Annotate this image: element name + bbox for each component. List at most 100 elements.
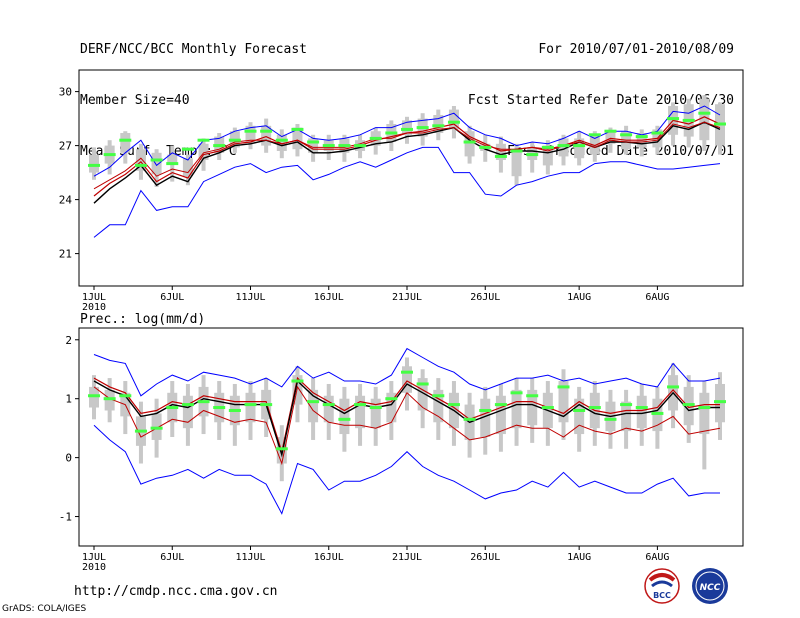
median-marker [620,133,633,137]
x-tick-label: 6JUL [160,292,184,303]
box-quartile [308,389,319,423]
median-marker [541,145,554,149]
box-quartile [574,398,585,435]
x-tick-label: 21JUL [392,292,422,303]
x-tick-label: 1JUL [82,292,106,303]
forecast-period: For 2010/07/01-2010/08/09 [538,42,734,57]
forecast-title: DERF/NCC/BCC Monthly Forecast [80,42,307,57]
ncc-logo-text: NCC [700,583,721,593]
series-min [93,424,720,515]
series-inner-red [93,121,721,190]
median-marker [401,370,413,374]
box-quartile [323,395,334,423]
median-marker [494,154,507,158]
plot-frame [78,69,744,287]
median-marker [667,385,680,389]
footer-url[interactable]: http://cmdp.ncc.cma.gov.cn [74,584,278,599]
x-year-label: 2010 [82,302,106,313]
median-marker [119,394,132,398]
median-marker [401,127,413,131]
x-tick-label: 6AUG [645,552,669,563]
box-quartile [355,395,366,429]
median-marker [166,406,179,410]
median-marker [635,135,648,139]
median-marker [213,144,226,148]
series-max [93,347,721,397]
box-quartile [699,392,710,435]
median-marker [369,136,382,140]
median-marker [698,111,711,115]
median-marker [275,447,288,451]
box-quartile [339,398,350,435]
median-marker [557,385,570,389]
y-tick-label: -1 [59,511,72,524]
median-marker [510,149,523,153]
median-marker [338,417,351,421]
box-quartile [511,149,522,177]
median-marker [103,397,116,401]
median-marker [651,411,664,415]
start-date: Fcst Started Refer Date 2010/06/30 [467,93,734,108]
median-marker [197,400,210,404]
x-tick-label: 1JUL [82,552,106,563]
box-quartile [198,143,209,160]
median-marker [150,158,163,162]
box-quartile [542,145,553,166]
median-marker [244,403,257,407]
box-quartile [402,366,412,393]
x-tick-label: 11JUL [235,292,265,303]
median-marker [447,120,460,124]
ncc-logo-icon: NCC [692,568,728,604]
box-quartile [245,392,256,423]
box-quartile [292,375,303,405]
median-marker [228,138,241,142]
median-marker [291,379,304,383]
box-quartile [495,143,506,160]
median-marker [432,124,445,128]
median-marker [698,406,711,410]
median-marker [88,163,100,167]
box-quartile [511,389,522,429]
median-marker [385,131,398,135]
median-marker [134,429,147,433]
median-marker [541,406,554,410]
median-marker [635,406,648,410]
bcc-logo-icon: BCC [644,568,680,604]
x-tick-label: 6AUG [645,292,669,303]
median-marker [275,138,288,142]
median-marker [181,147,194,151]
box-quartile [89,154,99,173]
box-quartile [589,134,600,155]
prec-title: Prec.: log(mm/d) [80,312,206,327]
x-tick-label: 1AUG [567,292,591,303]
box-quartile [167,154,178,164]
box-quartile [182,158,193,177]
y-tick-label: 27 [59,140,72,153]
box-quartile [558,138,569,157]
median-marker [291,127,304,131]
panel-temperature: 21 24 27 30 1JUL 6JUL 11JUL 16JUL 21JUL 26JUL 1AUG… [59,69,744,313]
box-quartile [448,109,459,130]
median-marker [463,140,476,144]
median-marker [260,129,273,133]
series-min [93,146,721,238]
median-marker [307,140,320,144]
median-marker [322,403,335,407]
median-marker [166,162,179,166]
median-marker [181,403,194,407]
series-inner-red [93,385,721,466]
median-marker [682,118,695,122]
median-marker [369,406,382,410]
median-marker [103,153,116,157]
box-quartile [292,127,303,150]
y-tick-label: 1 [65,393,72,406]
box-quartile [261,125,272,146]
box-quartile [574,138,585,159]
plot-frame [78,327,744,547]
x-tick-label: 1AUG [567,552,591,563]
median-marker [479,408,492,412]
median-marker [150,426,163,430]
median-marker [88,394,100,398]
box-quartile [417,378,428,411]
